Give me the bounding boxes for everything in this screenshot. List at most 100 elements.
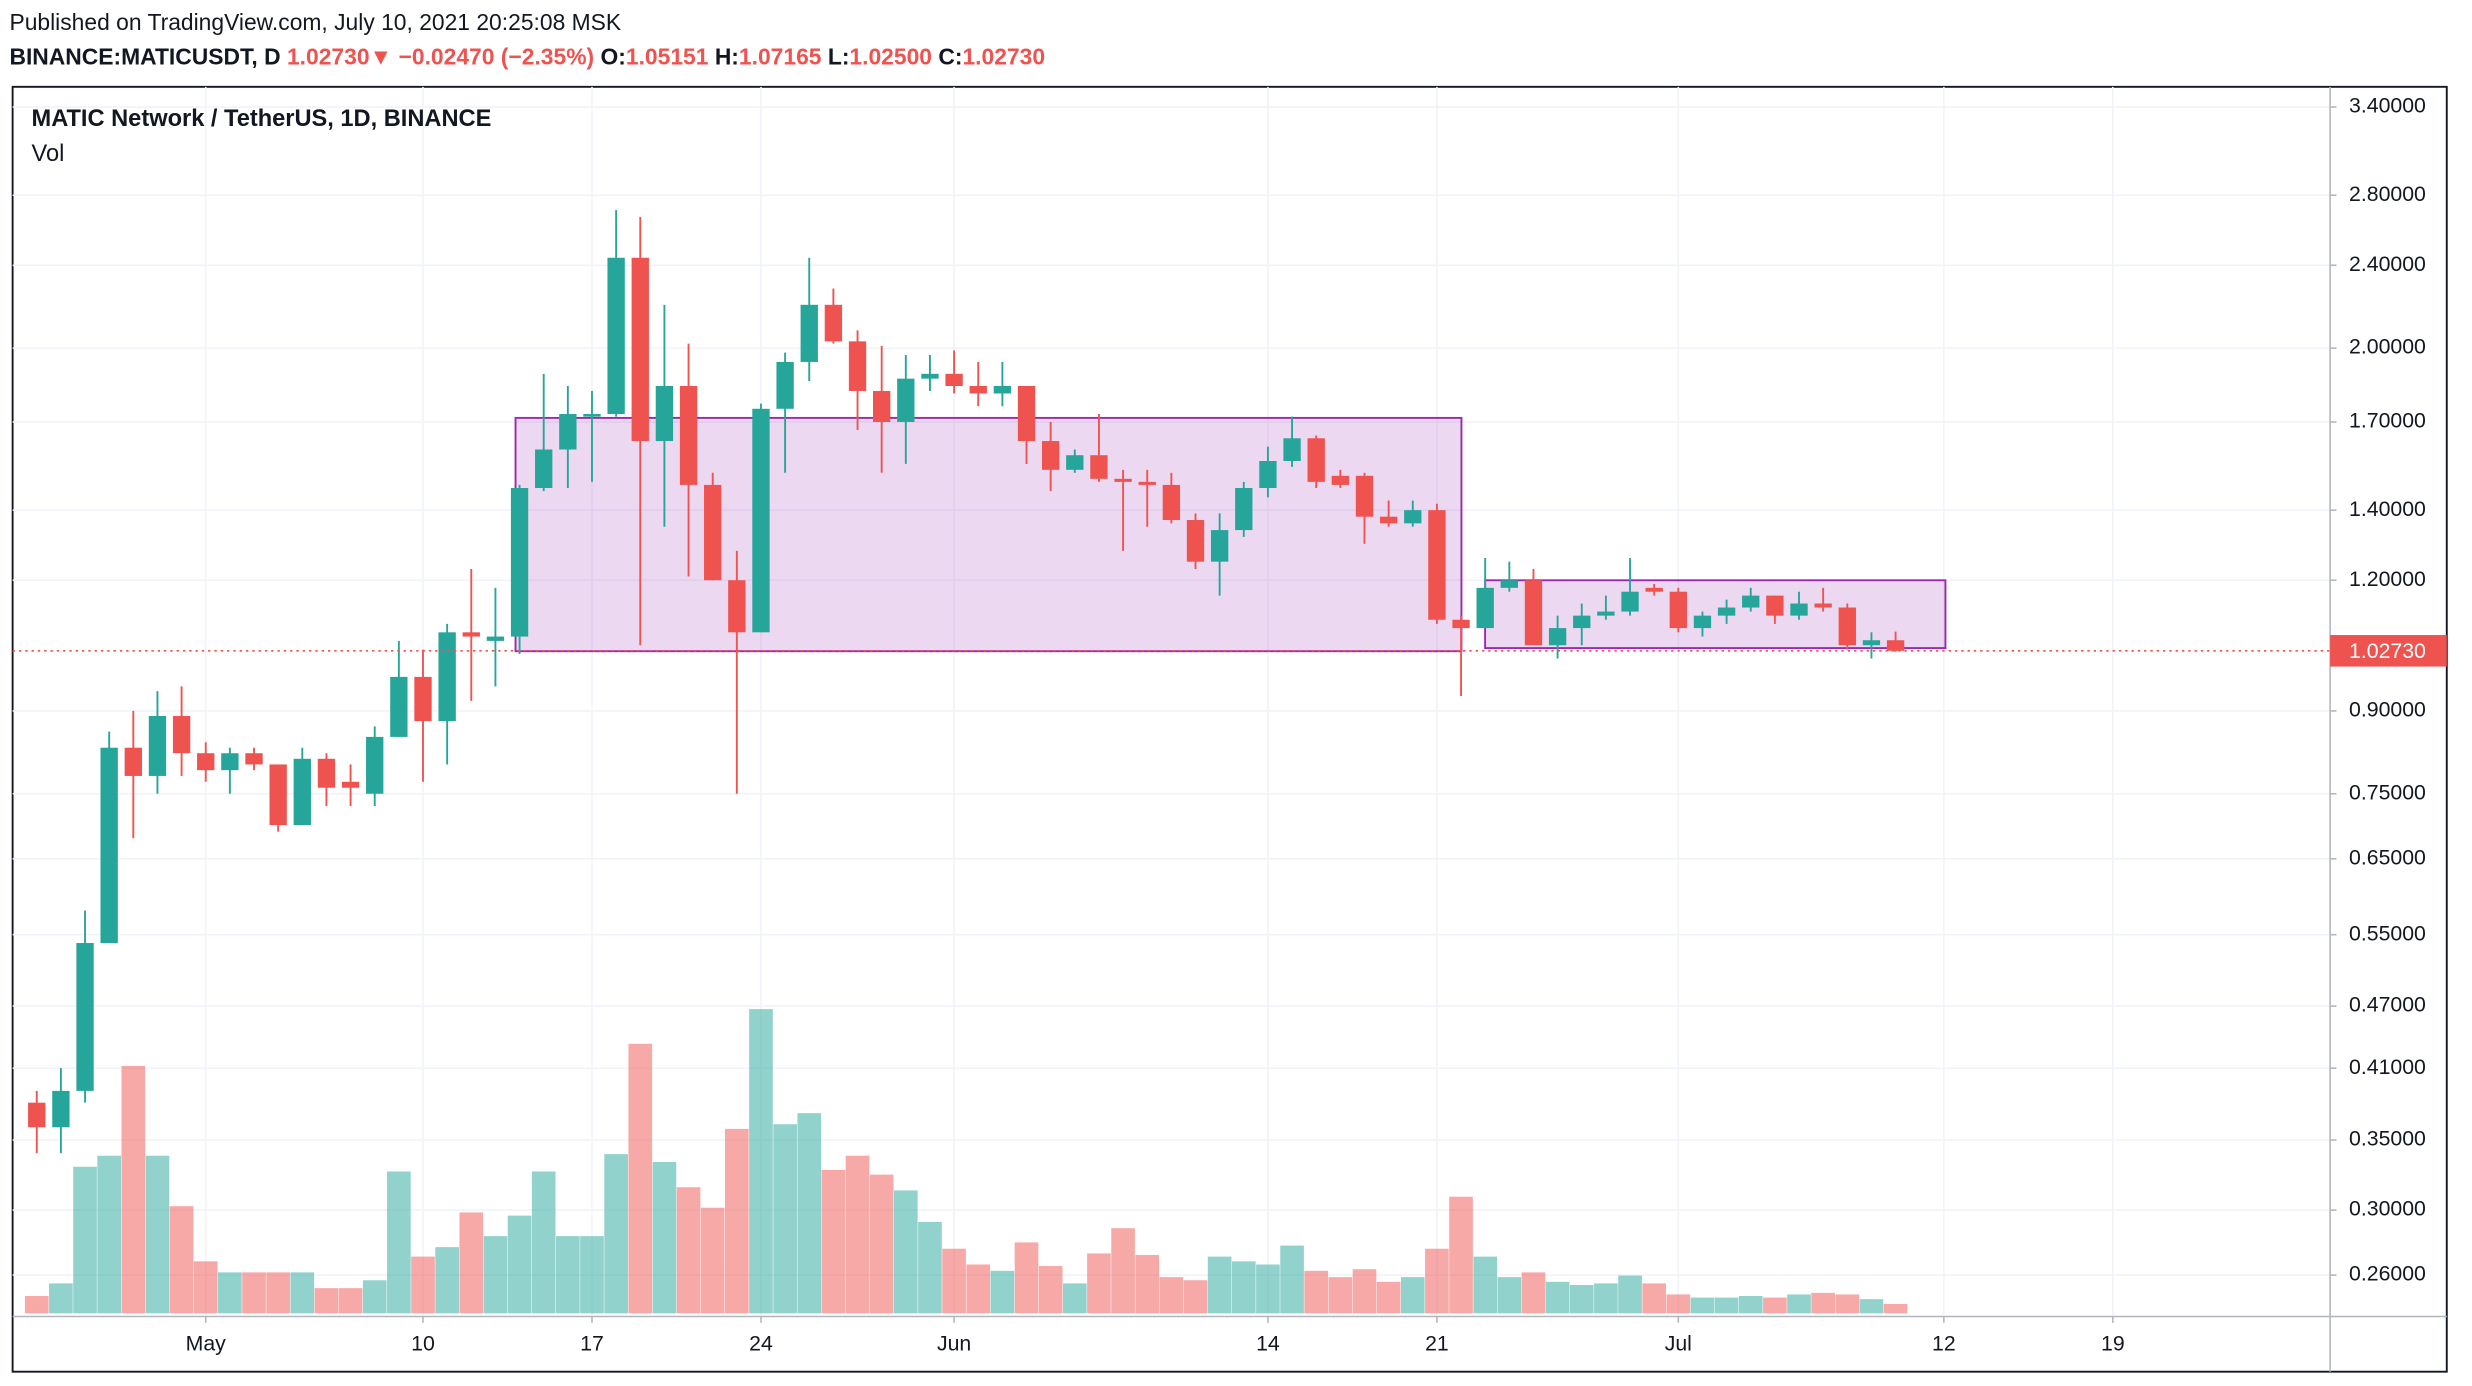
x-tick-label: Jun [937,1332,971,1356]
ohlc-value: 1.02730 [962,43,1045,69]
candle-body [1476,587,1494,629]
y-tick-label: 0.41000 [2349,1055,2426,1079]
candle-body [1331,475,1350,485]
published-note: Published on TradingView.com, July 10, 2… [9,9,621,35]
volume-bar [193,1261,218,1314]
volume-bar [121,1065,146,1314]
symbol: BINANCE:MATICUSDT, D [9,43,280,69]
candle-body [1066,455,1084,470]
candle-body [1428,510,1446,620]
volume-bar [1328,1277,1353,1314]
volume-bar [1497,1277,1522,1314]
volume-bar [700,1207,725,1314]
candle-body [655,386,674,442]
candle-body [414,676,432,722]
candle-body [993,386,1012,394]
volume-bar [1642,1283,1666,1314]
volume-bar [1714,1297,1739,1314]
volume-bar [411,1256,435,1314]
volume-bar [1666,1294,1691,1314]
candle-body [583,414,601,417]
volume-bar [1425,1248,1449,1314]
y-tick-label: 1.20000 [2349,567,2426,591]
volume-bar [1183,1280,1208,1314]
volume-bar [97,1155,121,1314]
chart-frame [11,85,2448,1373]
candle-body [269,764,287,826]
legend-title: MATIC Network / TetherUS, 1D, BINANCE [32,106,492,132]
candle-body [245,753,263,765]
volume-bar [1400,1277,1425,1314]
candle-body [752,408,770,633]
volume-bar [556,1236,580,1314]
y-tick-label: 0.35000 [2349,1127,2426,1151]
volume-bar [1883,1303,1908,1314]
candle-body [52,1090,70,1128]
volume-bar [435,1247,459,1314]
candle-body [559,414,577,450]
candle-body [1862,640,1881,646]
volume-bar [1207,1256,1232,1314]
candle-body [1500,580,1519,588]
y-tick-label: 0.75000 [2349,780,2426,804]
candle-body [1307,438,1325,482]
candle-body [1524,580,1543,646]
candle-body [438,632,456,722]
volume-bar [1787,1294,1811,1314]
volume-bar [1835,1294,1860,1314]
volume-bar [1449,1196,1473,1314]
candle-body [824,304,843,342]
candle-body [1162,484,1181,521]
volume-bar [1811,1292,1835,1314]
candle-body [1355,475,1374,517]
ohlc-value: 1.07165 [739,43,822,69]
y-tick-label: 3.40000 [2349,94,2426,118]
volume-bar [507,1215,532,1314]
volume-bar [314,1288,339,1314]
volume-bar [676,1187,701,1314]
candle-body [800,304,818,362]
candle-body [172,715,191,754]
volume-bar [749,1009,773,1314]
y-tick-label: 0.65000 [2349,845,2426,869]
candle-body [1452,619,1470,629]
y-tick-label: 0.30000 [2349,1197,2426,1221]
y-tick-label: 0.90000 [2349,698,2426,722]
ohlc-label: C: [938,43,962,69]
candle-body [341,781,360,788]
candle-body [1597,611,1615,616]
y-tick-label: 0.47000 [2349,993,2426,1017]
volume-bar [773,1124,797,1314]
candle-body [1210,530,1229,562]
volume-bar [725,1128,749,1314]
candle-body [1283,438,1301,462]
volume-bar [1545,1281,1570,1314]
x-tick-label: 19 [2101,1332,2125,1356]
volume-bar [24,1296,49,1314]
candle-body [1886,640,1905,651]
volume-bar [1618,1275,1642,1314]
volume-bar [869,1174,894,1314]
candle-body [1693,615,1712,629]
candle-body [1404,510,1422,524]
y-tick-label: 1.70000 [2349,409,2426,433]
volume-bar [1763,1297,1787,1314]
x-tick-label: 10 [411,1332,435,1356]
candle-body [1379,516,1398,524]
candle-body [28,1102,46,1128]
volume-bar [1062,1283,1087,1314]
ohlc-label: L: [828,43,850,69]
candle-body [510,488,529,637]
candle-body [1717,607,1736,616]
ohlc-value: 1.05151 [626,43,709,69]
candle-body [1742,595,1760,608]
y-tick-label: 0.55000 [2349,921,2426,945]
volume-bar [966,1264,991,1314]
volume-bar [918,1221,942,1314]
volume-bar [652,1162,677,1314]
ohlc-value: 1.02500 [849,43,932,69]
volume-bar [1304,1270,1329,1314]
volume-bar [218,1272,242,1314]
volume-bar [1014,1242,1039,1314]
